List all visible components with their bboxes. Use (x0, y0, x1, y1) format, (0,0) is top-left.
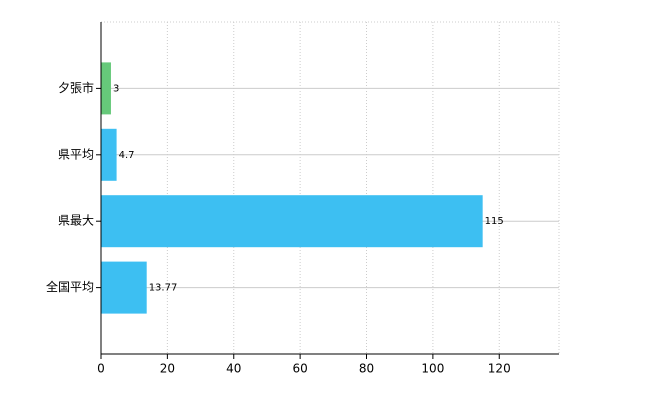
value-label: 4.7 (119, 150, 135, 161)
value-label: 115 (485, 216, 504, 227)
x-tick-label: 100 (421, 362, 444, 376)
value-label: 3 (113, 83, 119, 94)
value-label: 13.77 (149, 283, 178, 294)
x-tick-label: 20 (160, 362, 175, 376)
x-tick-label: 80 (359, 362, 374, 376)
x-tick-label: 60 (292, 362, 307, 376)
x-tick-label: 0 (97, 362, 105, 376)
y-tick-label: 全国平均 (46, 279, 94, 294)
x-tick-label: 120 (488, 362, 511, 376)
bar (101, 195, 483, 248)
x-tick-label: 40 (226, 362, 241, 376)
bar (101, 128, 117, 181)
bar (101, 62, 111, 115)
y-tick-label: 県平均 (58, 147, 94, 161)
bar (101, 261, 147, 314)
y-tick-label: 県最大 (58, 214, 94, 228)
y-tick-label: 夕張市 (58, 80, 94, 95)
